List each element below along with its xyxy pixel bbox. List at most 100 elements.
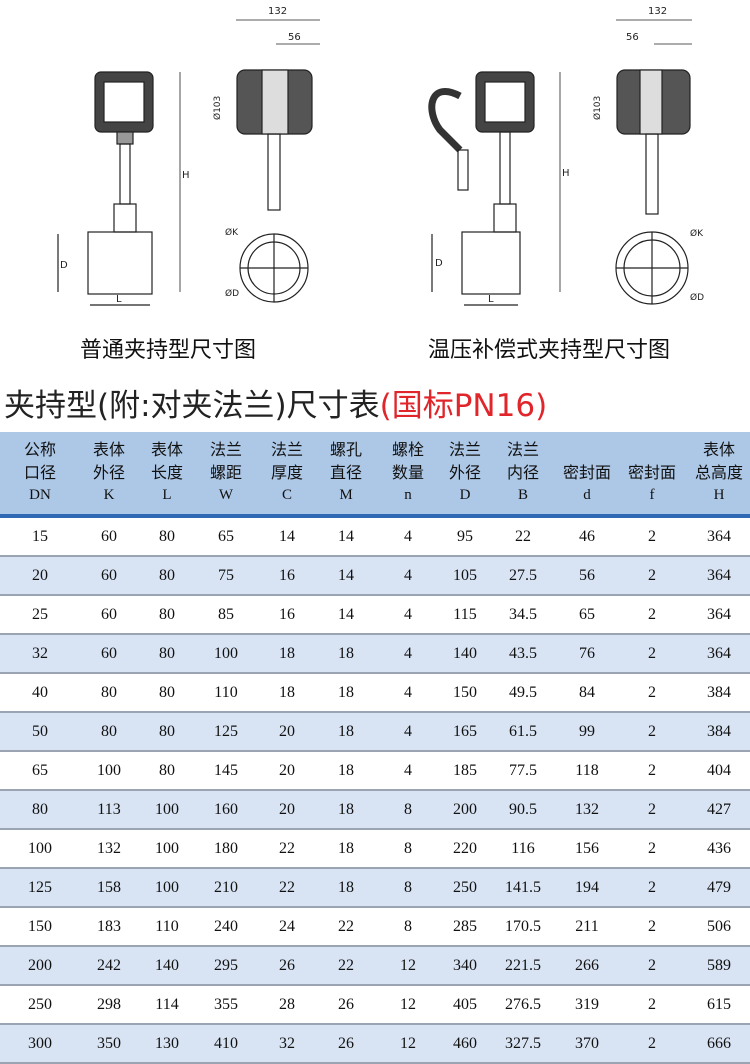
table-cell: 75 xyxy=(196,556,256,596)
table-cell: 276.5 xyxy=(488,985,558,1025)
table-cell: 50 xyxy=(0,712,80,752)
table-cell: 80 xyxy=(80,673,138,713)
svg-text:L: L xyxy=(116,294,122,305)
header-line2: 螺距 xyxy=(209,463,242,482)
table-cell: 132 xyxy=(558,790,616,830)
title-main: 夹持型(附:对夹法兰)尺寸表 xyxy=(4,388,380,424)
table-cell: 8 xyxy=(374,829,442,869)
table-cell: 18 xyxy=(318,634,374,674)
table-cell: 370 xyxy=(558,1024,616,1064)
table-cell: 60 xyxy=(80,516,138,557)
table-cell: 80 xyxy=(138,556,196,596)
table-cell: 405 xyxy=(442,985,488,1025)
table-cell: 221.5 xyxy=(488,946,558,986)
table-cell: 180 xyxy=(196,829,256,869)
table-cell: 170.5 xyxy=(488,907,558,947)
table-cell: 2 xyxy=(616,556,688,596)
left-front-view: D L H xyxy=(57,71,190,306)
table-cell: 80 xyxy=(80,712,138,752)
header-symbol: K xyxy=(103,487,115,503)
dimension-drawings: D L H 132 56 Ø103 ØK ØD D L H xyxy=(57,6,704,306)
header-symbol: DN xyxy=(29,487,51,503)
table-cell: 4 xyxy=(374,712,442,752)
table-cell: 211 xyxy=(558,907,616,947)
table-cell: 404 xyxy=(688,751,750,791)
table-cell: 327.5 xyxy=(488,1024,558,1064)
table-cell: 298 xyxy=(80,985,138,1025)
table-cell: 300 xyxy=(0,1024,80,1064)
table-cell: 250 xyxy=(442,868,488,908)
table-cell: 32 xyxy=(256,1024,318,1064)
table-cell: 4 xyxy=(374,556,442,596)
header-symbol: H xyxy=(713,487,725,503)
column-header: 表体总高度 H xyxy=(688,432,750,518)
table-cell: 250 xyxy=(0,985,80,1025)
header-line2: 长度 xyxy=(150,463,183,482)
right-front-view: D L H xyxy=(428,71,570,306)
table-cell: 350 xyxy=(80,1024,138,1064)
table-cell: 185 xyxy=(442,751,488,791)
table-row: 100 132 100 180 22 18 8 220 116 156 2 436 xyxy=(0,829,750,869)
table-cell: 666 xyxy=(688,1024,750,1064)
table-cell: 12 xyxy=(374,1024,442,1064)
table-row: 300 350 130 410 32 26 12 460 327.5 370 2 666 xyxy=(0,1024,750,1064)
table-cell: 2 xyxy=(616,634,688,674)
header-line2: 总高度 xyxy=(694,463,743,482)
column-header: 公称 口径 DN xyxy=(0,432,80,518)
table-cell: 80 xyxy=(138,516,196,557)
table-cell: 4 xyxy=(374,516,442,557)
table-cell: 18 xyxy=(318,673,374,713)
header-line2: 密封面 xyxy=(562,463,611,482)
header-symbol: D xyxy=(459,487,471,503)
header-symbol: L xyxy=(162,487,172,503)
svg-text:D: D xyxy=(60,260,68,271)
table-cell: 150 xyxy=(442,673,488,713)
table-cell: 2 xyxy=(616,868,688,908)
table-cell: 140 xyxy=(442,634,488,674)
column-header: 密封面 d xyxy=(558,432,616,518)
table-cell: 14 xyxy=(318,516,374,557)
table-cell: 355 xyxy=(196,985,256,1025)
table-cell: 266 xyxy=(558,946,616,986)
table-row: 50 80 80 125 20 18 4 165 61.5 99 2 384 xyxy=(0,712,750,752)
table-cell: 150 xyxy=(0,907,80,947)
svg-text:ØK: ØK xyxy=(690,228,704,239)
svg-text:H: H xyxy=(562,168,570,179)
table-row: 25 60 80 85 16 14 4 115 34.5 65 2 364 xyxy=(0,595,750,635)
table-cell: 18 xyxy=(256,634,318,674)
header-line2: 数量 xyxy=(391,463,424,482)
table-cell: 18 xyxy=(318,829,374,869)
header-line2: 外径 xyxy=(92,463,125,482)
table-cell: 160 xyxy=(196,790,256,830)
column-header: 螺孔 直径 M xyxy=(318,432,374,518)
table-cell: 8 xyxy=(374,790,442,830)
table-cell: 18 xyxy=(318,868,374,908)
table-row: 80 113 100 160 20 18 8 200 90.5 132 2 427 xyxy=(0,790,750,830)
header-line1: 法兰 xyxy=(209,440,242,459)
table-row: 32 60 80 100 18 18 4 140 43.5 76 2 364 xyxy=(0,634,750,674)
page-title: 夹持型(附:对夹法兰)尺寸表(国标PN16) xyxy=(4,380,547,425)
table-cell: 80 xyxy=(138,712,196,752)
right-side-view: 132 56 Ø103 ØK ØD xyxy=(592,6,704,305)
table-cell: 589 xyxy=(688,946,750,986)
table-cell: 77.5 xyxy=(488,751,558,791)
table-row: 15 60 80 65 14 14 4 95 22 46 2 364 xyxy=(0,516,750,557)
table-cell: 80 xyxy=(0,790,80,830)
header-line1: 表体 xyxy=(702,440,735,459)
column-header: 法兰 内径 B xyxy=(488,432,558,518)
table-cell: 4 xyxy=(374,673,442,713)
table-cell: 20 xyxy=(256,790,318,830)
table-cell: 140 xyxy=(138,946,196,986)
table-cell: 2 xyxy=(616,1024,688,1064)
table-cell: 49.5 xyxy=(488,673,558,713)
svg-text:H: H xyxy=(182,170,190,181)
table-cell: 340 xyxy=(442,946,488,986)
table-cell: 15 xyxy=(0,516,80,557)
table-cell: 200 xyxy=(0,946,80,986)
table-cell: 16 xyxy=(256,595,318,635)
header-line2: 外径 xyxy=(448,463,481,482)
table-cell: 26 xyxy=(256,946,318,986)
table-cell: 14 xyxy=(256,516,318,557)
table-cell: 20 xyxy=(256,712,318,752)
svg-text:132: 132 xyxy=(268,6,287,17)
